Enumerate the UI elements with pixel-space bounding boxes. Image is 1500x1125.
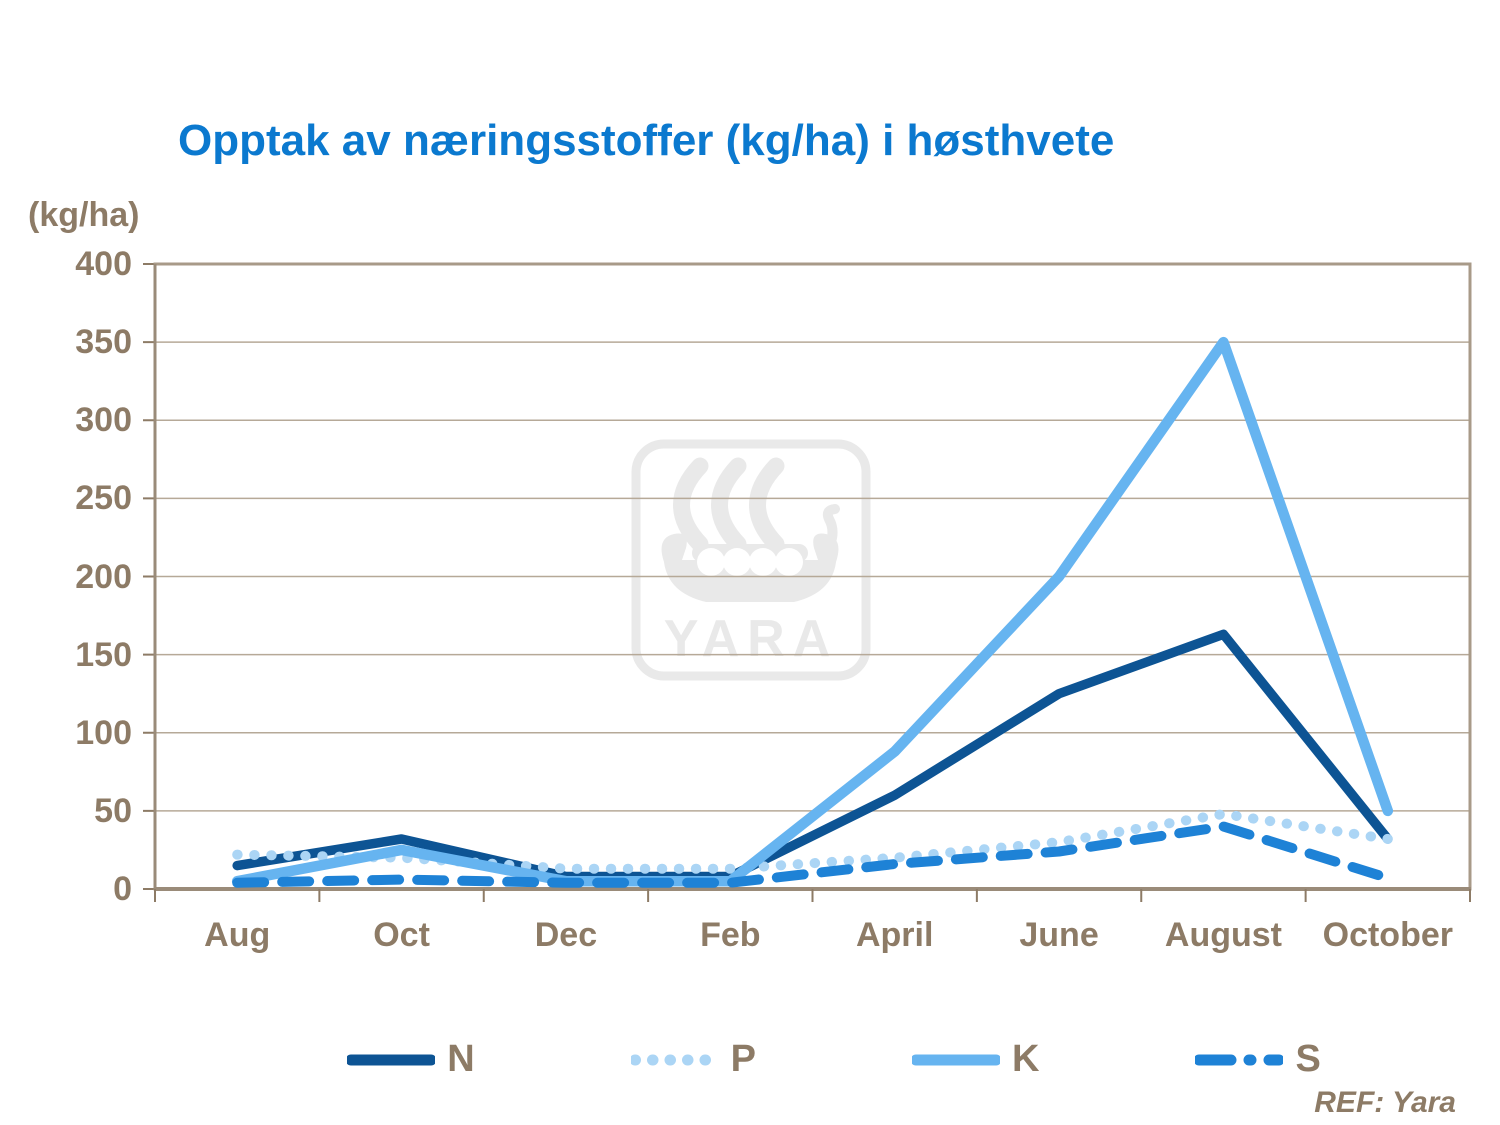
- x-tick-label-august: August: [1164, 916, 1282, 954]
- legend-swatch-P: [630, 1054, 719, 1065]
- legend-swatch-S: [1195, 1054, 1284, 1065]
- watermark-shield-icon: [723, 548, 751, 576]
- y-tick-label: 200: [75, 557, 132, 596]
- watermark-frame: [631, 439, 871, 681]
- watermark-shield-icon: [749, 548, 777, 576]
- legend-item-S: S: [1195, 1038, 1321, 1081]
- watermark-sail-icon: [673, 457, 709, 553]
- axes: [143, 262, 1472, 902]
- y-tick-label: 100: [75, 713, 132, 752]
- y-axis-unit-label: (kg/ha): [28, 196, 140, 234]
- watermark-hull-icon: [661, 533, 839, 602]
- legend-label-S: S: [1295, 1038, 1321, 1080]
- x-tick-label-october: October: [1322, 916, 1453, 954]
- legend-label-K: K: [1012, 1038, 1040, 1080]
- series-line-N: [232, 629, 1393, 882]
- reference-note: REF: Yara: [1314, 1086, 1456, 1119]
- x-tick-label-oct: Oct: [373, 916, 430, 954]
- legend-label-P: P: [730, 1038, 756, 1080]
- chart-title: Opptak av næringsstoffer (kg/ha) i høsth…: [178, 116, 1115, 165]
- x-tick-label-feb: Feb: [700, 916, 761, 954]
- x-tick-label-june: June: [1019, 916, 1099, 954]
- legend-swatch-K: [912, 1054, 1000, 1065]
- yara-watermark-logo: YARA: [631, 439, 871, 681]
- legend-item-K: K: [912, 1038, 1039, 1081]
- legend-item-P: P: [630, 1038, 756, 1081]
- y-tick-label: 350: [75, 323, 132, 362]
- y-tick-label: 50: [94, 791, 132, 830]
- x-tick-label-dec: Dec: [534, 916, 598, 954]
- y-tick-label: 300: [75, 401, 132, 440]
- legend-swatch-N: [347, 1054, 436, 1065]
- legend-label-N: N: [447, 1038, 475, 1080]
- y-tick-label: 250: [75, 479, 132, 518]
- data-series: [231, 336, 1394, 888]
- legend-item-N: N: [347, 1038, 475, 1081]
- watermark-text: YARA: [664, 610, 839, 668]
- watermark-sail-icon: [711, 457, 747, 553]
- y-tick-label: 150: [75, 635, 132, 674]
- x-tick-label-aug: Aug: [204, 916, 271, 954]
- watermark-sail-icon: [749, 457, 785, 553]
- gridlines: [155, 263, 1470, 812]
- series-line-S: [232, 821, 1393, 888]
- y-tick-label: 0: [113, 870, 132, 908]
- series-line-K: [231, 336, 1394, 887]
- y-tick-label: 400: [75, 245, 132, 283]
- watermark-shield-icon: [775, 548, 803, 576]
- x-tick-label-april: April: [855, 916, 934, 954]
- watermark-shield-icon: [697, 548, 725, 576]
